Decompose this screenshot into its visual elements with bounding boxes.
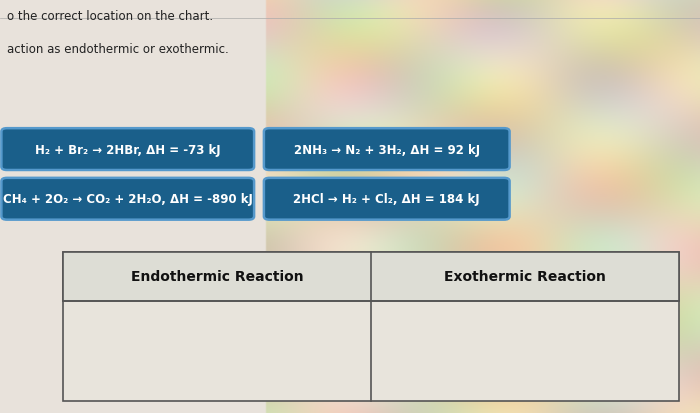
FancyBboxPatch shape (63, 252, 679, 401)
FancyBboxPatch shape (63, 252, 679, 301)
FancyBboxPatch shape (264, 129, 510, 171)
Text: 2HCl → H₂ + Cl₂, ΔH = 184 kJ: 2HCl → H₂ + Cl₂, ΔH = 184 kJ (293, 193, 480, 206)
FancyBboxPatch shape (264, 178, 510, 220)
Text: H₂ + Br₂ → 2HBr, ΔH = -73 kJ: H₂ + Br₂ → 2HBr, ΔH = -73 kJ (35, 143, 220, 156)
Text: action as endothermic or exothermic.: action as endothermic or exothermic. (7, 43, 229, 56)
Text: Endothermic Reaction: Endothermic Reaction (131, 269, 303, 283)
FancyBboxPatch shape (1, 178, 254, 220)
Text: o the correct location on the chart.: o the correct location on the chart. (7, 10, 213, 23)
FancyBboxPatch shape (1, 129, 254, 171)
Text: 2NH₃ → N₂ + 3H₂, ΔH = 92 kJ: 2NH₃ → N₂ + 3H₂, ΔH = 92 kJ (294, 143, 480, 156)
Text: CH₄ + 2O₂ → CO₂ + 2H₂O, ΔH = -890 kJ: CH₄ + 2O₂ → CO₂ + 2H₂O, ΔH = -890 kJ (3, 193, 253, 206)
Text: Exothermic Reaction: Exothermic Reaction (444, 269, 606, 283)
